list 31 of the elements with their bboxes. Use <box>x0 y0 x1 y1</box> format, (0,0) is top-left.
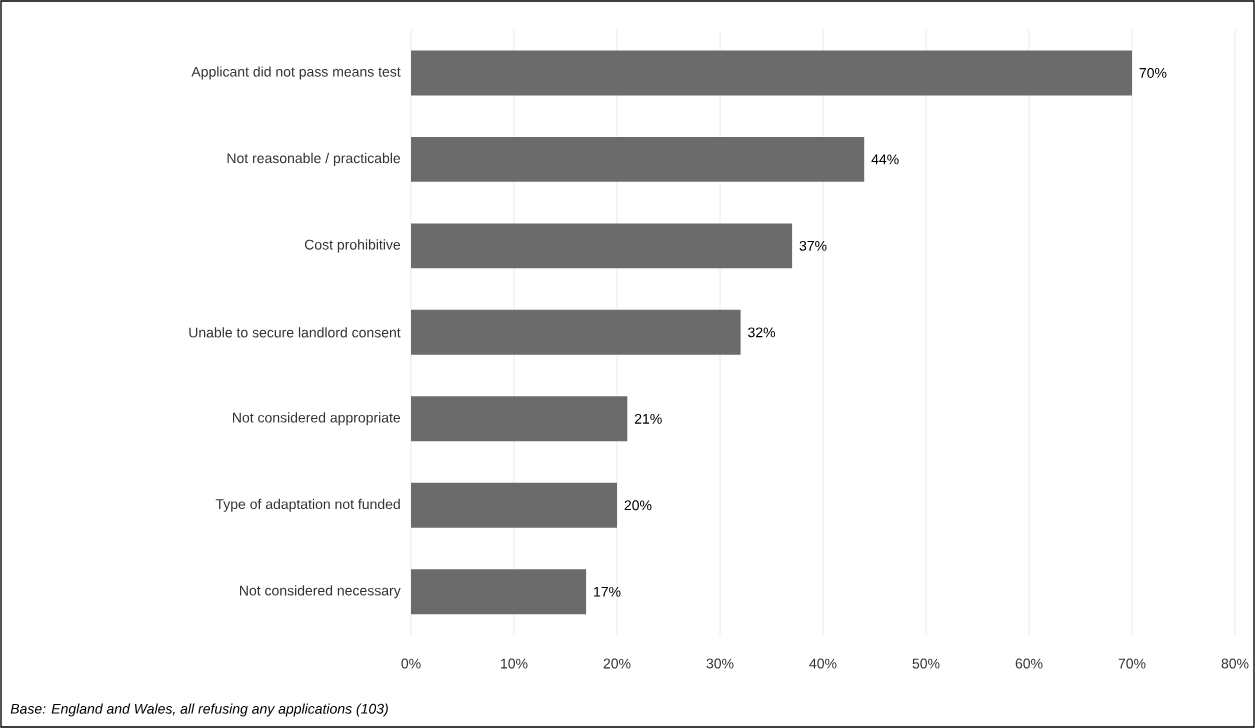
bar <box>411 569 587 615</box>
data-label: 21% <box>634 413 662 424</box>
bar <box>411 50 1133 96</box>
data-label: 70% <box>1139 67 1167 78</box>
y-tick-label: Applicant did not pass means test <box>191 66 401 80</box>
x-tick-label: 60% <box>1015 658 1043 669</box>
x-tick-label: 0% <box>401 658 421 669</box>
y-tick-label: Not considered necessary <box>240 585 401 599</box>
x-tick-label: 10% <box>501 658 528 669</box>
data-label: 44% <box>871 154 899 165</box>
data-label: 17% <box>594 586 621 597</box>
y-tick-label: Type of adaptation not funded <box>215 498 400 512</box>
bar <box>411 309 741 355</box>
bar <box>411 396 628 442</box>
y-tick-label: Unable to secure landlord consent <box>189 327 401 338</box>
bar <box>411 136 865 182</box>
y-tick-label: Cost prohibitive <box>304 239 401 253</box>
bar <box>411 482 618 528</box>
data-label: 32% <box>748 327 776 338</box>
x-tick-label: 40% <box>809 658 837 669</box>
data-label: 37% <box>799 240 827 251</box>
x-tick-label: 30% <box>706 658 734 669</box>
text: Base: England and Wales, all refusing any applications (103) <box>10 703 388 717</box>
y-tick-label: Not considered appropriate <box>233 412 401 426</box>
data-label: 20% <box>624 500 652 511</box>
x-tick-label: 20% <box>603 658 631 669</box>
x-tick-label: 80% <box>1221 658 1249 669</box>
bar <box>411 223 793 269</box>
y-tick-label: Not reasonable / practicable <box>227 152 401 166</box>
x-tick-label: 50% <box>912 658 940 669</box>
x-tick-label: 70% <box>1118 658 1146 669</box>
